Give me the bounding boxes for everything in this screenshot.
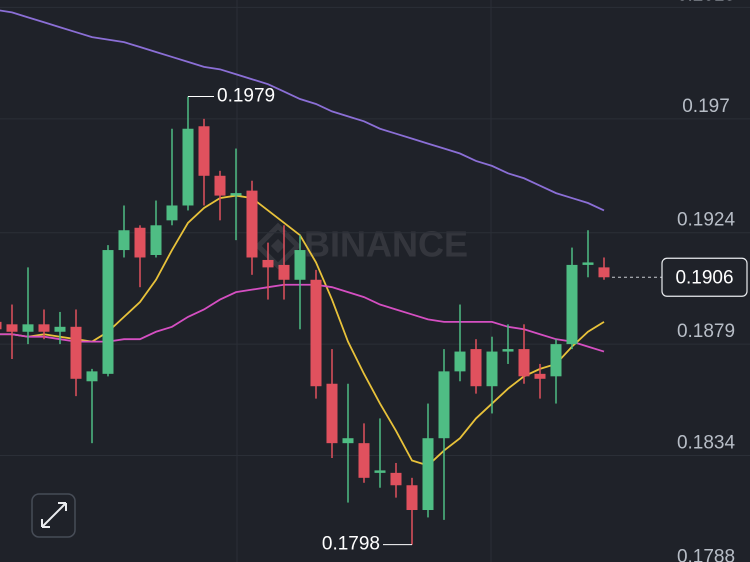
high-annotation: 0.1979 (217, 86, 275, 107)
last-price-box (661, 257, 748, 297)
candle-body (438, 371, 450, 439)
y-tick-label: 0.2015 (677, 0, 735, 5)
candle-body (582, 262, 594, 265)
candle-body (358, 443, 370, 478)
y-tick-label: 0.1788 (677, 546, 735, 562)
candle-body (0, 321, 2, 330)
y-tick-label: 0.1924 (677, 210, 736, 231)
candle-body (230, 193, 242, 196)
candle-body (38, 324, 50, 332)
candle-body (406, 485, 418, 511)
low-annotation: 0.1798 (322, 534, 380, 555)
candle-body (374, 470, 386, 473)
candle-body (86, 371, 98, 382)
candle-body (422, 438, 434, 511)
overlay: 0.2015 0.197 0.1924 0.1879 0.1834 0.1788 0.197… (188, 0, 748, 562)
candle-body (566, 264, 578, 345)
candle-body (310, 279, 322, 387)
candle-body (118, 230, 130, 251)
watermark-text: BINANCE (304, 224, 468, 265)
candle-body (294, 250, 306, 280)
candle-body (102, 250, 114, 374)
candle-body (326, 383, 338, 444)
candle-body (22, 324, 34, 332)
candle-body (278, 264, 290, 280)
candle-body (454, 351, 466, 372)
candle-body (390, 472, 402, 486)
fullscreen-button[interactable] (31, 493, 76, 538)
candle-body (518, 349, 530, 377)
candle-body (262, 259, 274, 268)
candle-body (54, 326, 66, 332)
candle-body (486, 351, 498, 387)
moving-average-line (0, 194, 605, 467)
candle-body (134, 227, 146, 258)
candle-body (214, 175, 226, 196)
candle-body (182, 128, 194, 206)
watermark: BINANCE (254, 222, 468, 270)
candle-body (342, 438, 354, 444)
candle-body (470, 349, 482, 387)
moving-average-line (0, 9, 605, 212)
candle-body (502, 349, 514, 352)
candle-body (534, 373, 546, 379)
candle-body (6, 324, 18, 332)
candle-body (70, 326, 82, 379)
last-price-label: 0.1906 (675, 267, 733, 288)
fullscreen-icon[interactable] (41, 502, 67, 528)
candle-body (150, 225, 162, 256)
candles (0, 96, 610, 545)
y-tick-label: 0.197 (682, 96, 730, 117)
y-tick-label: 0.1834 (677, 433, 736, 454)
candle-body (166, 205, 178, 221)
candle-body (246, 190, 258, 258)
candle-body (198, 126, 210, 176)
y-tick-label: 0.1879 (677, 321, 735, 342)
candle-body (598, 267, 610, 278)
candle-body (550, 344, 562, 377)
